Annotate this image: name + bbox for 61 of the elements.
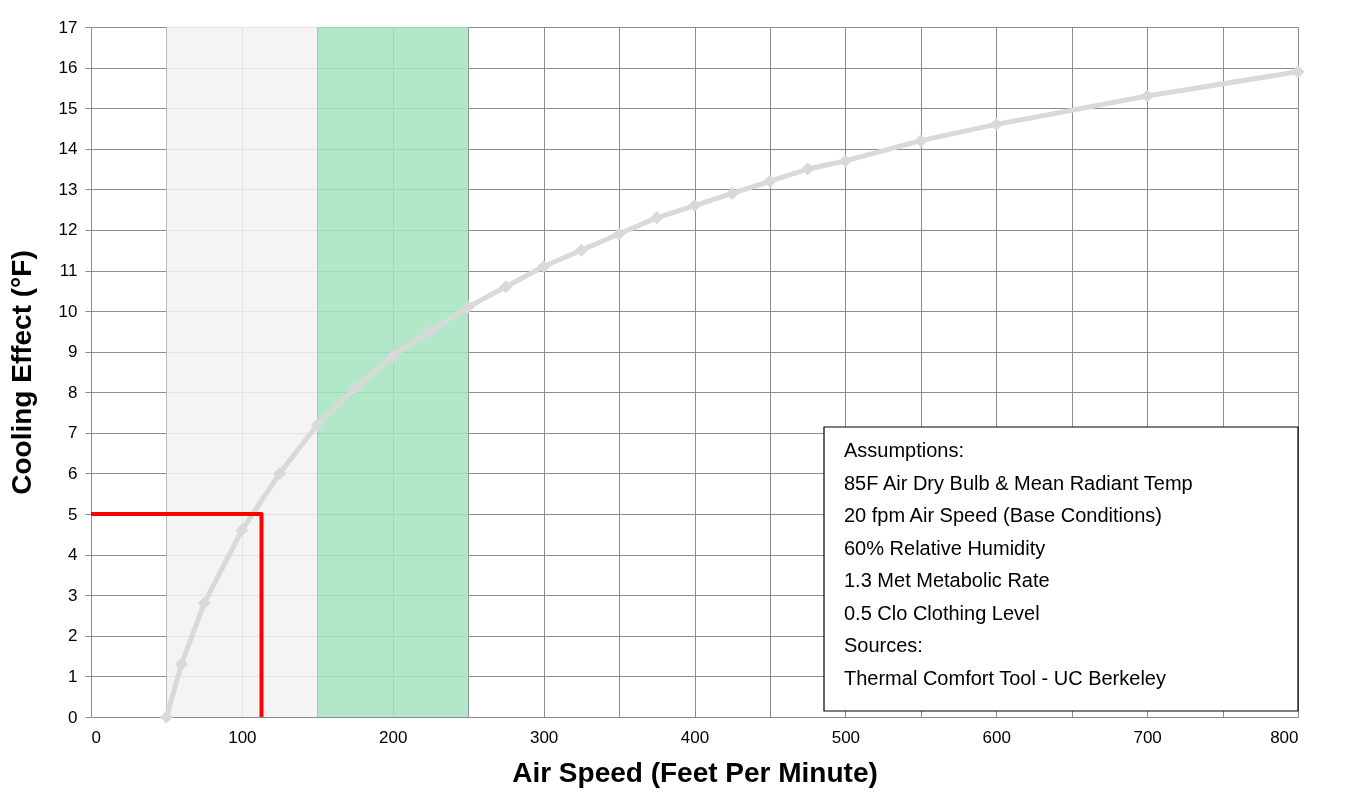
y-tick-label: 9 <box>68 342 78 362</box>
y-tick-label: 16 <box>58 58 78 78</box>
point <box>310 418 324 432</box>
y-tick-label: 3 <box>68 585 78 605</box>
point <box>423 324 437 338</box>
point <box>989 117 1003 131</box>
annotation: 1.3 Met Metabolic Rate <box>844 569 1050 591</box>
y-tick-label: 5 <box>68 504 78 524</box>
point <box>838 154 852 168</box>
point <box>461 300 475 314</box>
point <box>1291 65 1305 79</box>
point <box>386 349 400 363</box>
point <box>801 162 815 176</box>
y-tick-label: 6 <box>68 463 78 483</box>
x-tick-label: 0 <box>91 727 101 747</box>
annotation: 20 fpm Air Speed (Base Conditions) <box>844 504 1162 526</box>
annotation: 60% Relative Humidity <box>844 536 1046 559</box>
point <box>650 211 664 225</box>
x-tick-label: 200 <box>379 727 408 747</box>
y-tick-label: 2 <box>68 626 78 646</box>
y-tick-label: 8 <box>68 382 78 402</box>
y-axis-title: Cooling Effect (°F) <box>5 250 37 495</box>
y-tick-label: 13 <box>58 179 78 199</box>
x-tick-label: 600 <box>982 727 1011 747</box>
annotation: Thermal Comfort Tool - UC Berkeley <box>844 666 1166 689</box>
y-tick-label: 1 <box>68 666 78 686</box>
x-tick-label: 100 <box>228 727 257 747</box>
point <box>612 227 626 241</box>
point <box>574 243 588 257</box>
y-tick-label: 15 <box>58 98 78 118</box>
y-tick-label: 11 <box>59 261 78 281</box>
x-tick-label: 300 <box>529 727 559 747</box>
point <box>763 174 777 188</box>
x-tick-label: 400 <box>680 727 710 747</box>
point <box>499 280 513 294</box>
annotation: 0.5 Clo Clothing Level <box>844 601 1040 624</box>
point <box>159 710 173 724</box>
y-tick-label: 10 <box>58 301 78 321</box>
y-tick-label: 4 <box>68 545 78 565</box>
point <box>1140 89 1154 103</box>
y-tick-label: 12 <box>58 220 78 240</box>
annotation: 85F Air Dry Bulb & Mean Radiant Temp <box>844 471 1193 494</box>
point <box>687 199 702 213</box>
annotation: Assumptions: <box>844 439 965 461</box>
point <box>537 259 551 273</box>
point <box>235 523 249 537</box>
point <box>348 381 362 395</box>
y-tick-label: 7 <box>68 423 78 443</box>
x-axis-title: Air Speed (Feet Per Minute) <box>512 756 878 788</box>
y-tick-label: 14 <box>58 139 78 159</box>
annotation: Sources: <box>844 634 923 656</box>
x-tick-label: 700 <box>1133 727 1162 747</box>
y-tick-label: 0 <box>68 707 78 727</box>
point <box>175 657 189 671</box>
x-tick-label: 800 <box>1270 727 1299 747</box>
point <box>914 134 928 148</box>
y-tick-label: 17 <box>58 17 78 37</box>
point <box>273 466 287 480</box>
point <box>725 186 739 200</box>
x-tick-label: 500 <box>831 727 861 747</box>
point <box>197 596 211 610</box>
